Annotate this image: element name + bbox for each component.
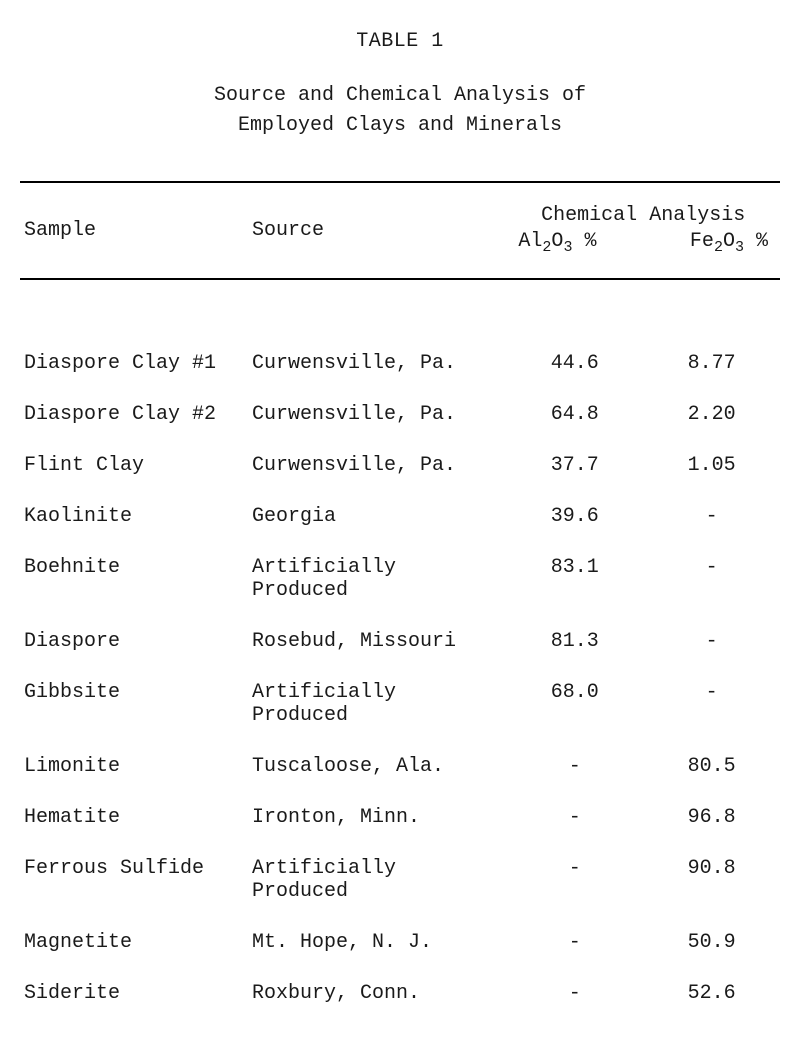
cell-sample: Boehnite	[20, 542, 248, 616]
cell-sample: Kaolinite	[20, 491, 248, 542]
cell-fe2o3: 8.77	[643, 338, 780, 389]
cell-al2o3: 64.8	[506, 389, 643, 440]
table-row: Ferrous SulfideArtificially Produced-90.…	[20, 843, 780, 917]
header-chemical-analysis: Chemical Analysis Al2O3 % Fe2O3 %	[506, 183, 780, 278]
table-row: Flint ClayCurwensville, Pa.37.71.05	[20, 440, 780, 491]
table-row: GibbsiteArtificially Produced68.0-	[20, 667, 780, 741]
header-al2o3: Al2O3 %	[518, 229, 596, 258]
cell-source: Roxbury, Conn.	[248, 968, 506, 1019]
cell-al2o3: -	[506, 968, 643, 1019]
cell-fe2o3: -	[643, 667, 780, 741]
cell-source: Ironton, Minn.	[248, 792, 506, 843]
cell-al2o3: 81.3	[506, 616, 643, 667]
cell-al2o3: 68.0	[506, 667, 643, 741]
table-row: MagnetiteMt. Hope, N. J.-50.9	[20, 917, 780, 968]
cell-fe2o3: -	[643, 542, 780, 616]
table-row: HematiteIronton, Minn.-96.8	[20, 792, 780, 843]
cell-al2o3: 37.7	[506, 440, 643, 491]
title-line-1: Source and Chemical Analysis of	[214, 84, 586, 107]
analysis-table: Sample Source Chemical Analysis Al2O3 % …	[20, 181, 780, 1019]
cell-fe2o3: 50.9	[643, 917, 780, 968]
cell-source: Artificially Produced	[248, 542, 506, 616]
header-source: Source	[248, 183, 506, 278]
table-row: KaoliniteGeorgia39.6-	[20, 491, 780, 542]
cell-sample: Ferrous Sulfide	[20, 843, 248, 917]
cell-al2o3: -	[506, 843, 643, 917]
cell-sample: Flint Clay	[20, 440, 248, 491]
title-line-2: Employed Clays and Minerals	[238, 114, 562, 137]
cell-sample: Hematite	[20, 792, 248, 843]
table-row: DiasporeRosebud, Missouri81.3-	[20, 616, 780, 667]
table-body: Diaspore Clay #1Curwensville, Pa.44.68.7…	[20, 279, 780, 1019]
cell-fe2o3: 90.8	[643, 843, 780, 917]
cell-sample: Diaspore Clay #1	[20, 338, 248, 389]
cell-source: Artificially Produced	[248, 667, 506, 741]
table-row: Diaspore Clay #2Curwensville, Pa.64.82.2…	[20, 389, 780, 440]
cell-al2o3: -	[506, 917, 643, 968]
cell-sample: Diaspore	[20, 616, 248, 667]
table-row: BoehniteArtificially Produced83.1-	[20, 542, 780, 616]
cell-al2o3: 44.6	[506, 338, 643, 389]
cell-fe2o3: -	[643, 491, 780, 542]
header-chem-group: Chemical Analysis	[541, 203, 745, 229]
cell-source: Rosebud, Missouri	[248, 616, 506, 667]
table-row: SideriteRoxbury, Conn.-52.6	[20, 968, 780, 1019]
table-row: LimoniteTuscaloose, Ala.-80.5	[20, 741, 780, 792]
cell-fe2o3: 80.5	[643, 741, 780, 792]
cell-fe2o3: 52.6	[643, 968, 780, 1019]
cell-sample: Gibbsite	[20, 667, 248, 741]
cell-al2o3: -	[506, 792, 643, 843]
header-sample: Sample	[20, 183, 248, 278]
cell-source: Curwensville, Pa.	[248, 440, 506, 491]
cell-fe2o3: -	[643, 616, 780, 667]
header-fe2o3: Fe2O3 %	[690, 229, 768, 258]
cell-sample: Diaspore Clay #2	[20, 389, 248, 440]
cell-sample: Limonite	[20, 741, 248, 792]
table-number: TABLE 1	[20, 30, 780, 53]
table-title: Source and Chemical Analysis of Employed…	[20, 81, 780, 141]
cell-source: Curwensville, Pa.	[248, 389, 506, 440]
cell-source: Georgia	[248, 491, 506, 542]
cell-sample: Magnetite	[20, 917, 248, 968]
cell-al2o3: 83.1	[506, 542, 643, 616]
cell-source: Tuscaloose, Ala.	[248, 741, 506, 792]
cell-sample: Siderite	[20, 968, 248, 1019]
cell-al2o3: -	[506, 741, 643, 792]
cell-source: Curwensville, Pa.	[248, 338, 506, 389]
cell-fe2o3: 96.8	[643, 792, 780, 843]
cell-source: Mt. Hope, N. J.	[248, 917, 506, 968]
table-row: Diaspore Clay #1Curwensville, Pa.44.68.7…	[20, 338, 780, 389]
cell-source: Artificially Produced	[248, 843, 506, 917]
cell-fe2o3: 1.05	[643, 440, 780, 491]
cell-fe2o3: 2.20	[643, 389, 780, 440]
cell-al2o3: 39.6	[506, 491, 643, 542]
